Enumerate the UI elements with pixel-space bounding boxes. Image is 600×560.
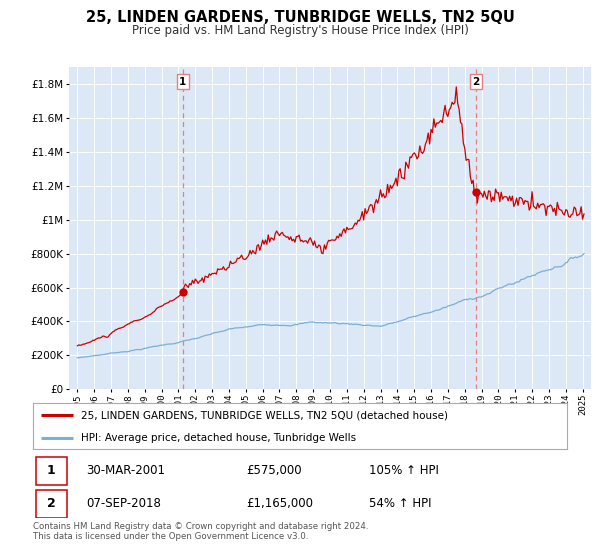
Text: 07-SEP-2018: 07-SEP-2018 xyxy=(86,497,161,510)
Text: 54% ↑ HPI: 54% ↑ HPI xyxy=(370,497,432,510)
Text: 2: 2 xyxy=(472,77,479,87)
Text: 1: 1 xyxy=(179,77,186,87)
Text: 25, LINDEN GARDENS, TUNBRIDGE WELLS, TN2 5QU: 25, LINDEN GARDENS, TUNBRIDGE WELLS, TN2… xyxy=(86,10,514,25)
FancyBboxPatch shape xyxy=(35,457,67,485)
Text: 2: 2 xyxy=(47,497,56,510)
Text: 30-MAR-2001: 30-MAR-2001 xyxy=(86,464,166,478)
Text: Contains HM Land Registry data © Crown copyright and database right 2024.
This d: Contains HM Land Registry data © Crown c… xyxy=(33,522,368,542)
Text: Price paid vs. HM Land Registry's House Price Index (HPI): Price paid vs. HM Land Registry's House … xyxy=(131,24,469,36)
Text: 25, LINDEN GARDENS, TUNBRIDGE WELLS, TN2 5QU (detached house): 25, LINDEN GARDENS, TUNBRIDGE WELLS, TN2… xyxy=(81,410,448,420)
Text: 105% ↑ HPI: 105% ↑ HPI xyxy=(370,464,439,478)
Text: £575,000: £575,000 xyxy=(247,464,302,478)
Text: HPI: Average price, detached house, Tunbridge Wells: HPI: Average price, detached house, Tunb… xyxy=(81,433,356,443)
Text: £1,165,000: £1,165,000 xyxy=(247,497,314,510)
FancyBboxPatch shape xyxy=(35,489,67,518)
Text: 1: 1 xyxy=(47,464,56,478)
